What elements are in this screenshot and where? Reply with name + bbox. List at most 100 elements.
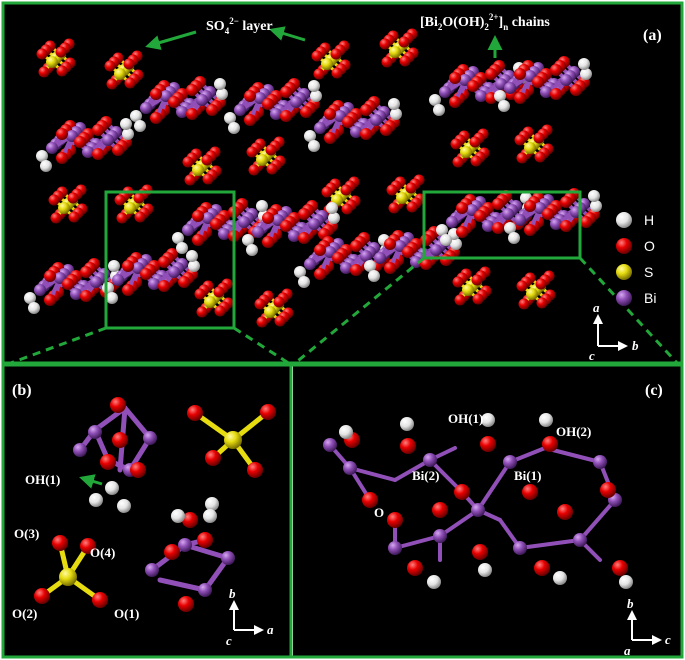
atom-s bbox=[524, 142, 536, 154]
panel-a-background bbox=[2, 2, 683, 363]
atom-o bbox=[44, 294, 56, 306]
atom-o bbox=[280, 220, 292, 232]
atom-h bbox=[205, 497, 219, 511]
atom-bi bbox=[540, 86, 552, 98]
atom-bi bbox=[410, 256, 422, 268]
atom-h bbox=[117, 499, 131, 513]
atom-o bbox=[580, 216, 592, 228]
bond bbox=[518, 538, 582, 550]
atom-o bbox=[450, 138, 462, 150]
atom-o bbox=[150, 112, 162, 124]
atom-o bbox=[80, 290, 92, 302]
legend-label-h: H bbox=[644, 212, 654, 228]
atom-h bbox=[24, 292, 36, 304]
atom-bi bbox=[439, 86, 451, 98]
atom-o bbox=[280, 110, 292, 122]
atom-o bbox=[324, 132, 336, 144]
atom-s bbox=[526, 288, 538, 300]
atom-o bbox=[44, 270, 56, 282]
atom-o bbox=[406, 201, 418, 213]
atom-o bbox=[124, 77, 136, 89]
zoom-connectors bbox=[7, 256, 680, 366]
bond bbox=[157, 577, 208, 593]
svg-text:a: a bbox=[267, 622, 274, 637]
atom-o bbox=[92, 592, 108, 608]
svg-text:c: c bbox=[665, 632, 671, 647]
svg-text:O(4): O(4) bbox=[90, 545, 115, 560]
atom-o bbox=[106, 78, 118, 90]
atom-o bbox=[536, 297, 548, 309]
atom-o bbox=[112, 144, 124, 156]
atom-o bbox=[80, 266, 92, 278]
atom-bi bbox=[314, 122, 326, 134]
atom-bi bbox=[148, 278, 160, 290]
atom-o bbox=[92, 124, 104, 136]
atom-o bbox=[265, 144, 277, 156]
atom-h bbox=[364, 260, 376, 272]
atom-h bbox=[172, 232, 184, 244]
panel-c-background bbox=[293, 365, 683, 658]
atom-h bbox=[134, 120, 146, 132]
atom-o bbox=[298, 208, 310, 220]
atom-bi bbox=[112, 274, 124, 286]
atom-o bbox=[133, 192, 145, 204]
svg-text:O(1): O(1) bbox=[114, 606, 139, 621]
atom-o bbox=[134, 211, 146, 223]
atom-h bbox=[619, 575, 633, 589]
atom-h bbox=[294, 266, 306, 278]
atom-s bbox=[389, 46, 401, 58]
atom-bi bbox=[360, 250, 372, 262]
atom-o bbox=[244, 114, 256, 126]
atom-bi bbox=[593, 455, 607, 469]
atom-o bbox=[300, 106, 312, 118]
atom-o bbox=[100, 454, 116, 470]
atom-bi bbox=[433, 529, 447, 543]
atom-bi bbox=[573, 533, 587, 547]
atom-o bbox=[340, 184, 352, 196]
atom-o bbox=[50, 212, 62, 224]
atom-o bbox=[456, 226, 468, 238]
atom-h bbox=[590, 200, 602, 212]
atom-h bbox=[203, 509, 217, 523]
atom-bi bbox=[198, 583, 212, 597]
atom-bi bbox=[504, 82, 516, 94]
atom-h bbox=[326, 202, 338, 214]
atom-o bbox=[467, 80, 479, 92]
atom-h bbox=[310, 90, 322, 102]
atom-o bbox=[514, 92, 526, 104]
atom-o bbox=[256, 316, 268, 328]
panel-c-atom-labels: OH(1) OH(2) Bi(2) Bi(1) O bbox=[374, 411, 591, 520]
atom-o bbox=[130, 462, 146, 478]
atom-bi bbox=[182, 224, 194, 236]
atom-o bbox=[52, 535, 68, 551]
atom-bi bbox=[70, 288, 82, 300]
atom-s bbox=[124, 202, 136, 214]
atom-bi bbox=[73, 443, 87, 457]
atom-h bbox=[105, 481, 119, 495]
atom-o bbox=[68, 211, 80, 223]
atom-o bbox=[122, 260, 134, 272]
highlight-box-b bbox=[104, 190, 236, 330]
atom-o bbox=[164, 544, 180, 560]
atom-s bbox=[264, 306, 276, 318]
atom-o bbox=[56, 128, 68, 140]
atom-o bbox=[550, 64, 562, 76]
atom-o bbox=[532, 76, 544, 88]
atom-o bbox=[248, 164, 260, 176]
bond bbox=[348, 466, 397, 482]
atom-bi bbox=[471, 503, 485, 517]
atom-bi bbox=[145, 563, 159, 577]
atom-o bbox=[34, 588, 50, 604]
atom-h bbox=[436, 224, 448, 236]
svg-text:a: a bbox=[624, 643, 631, 658]
atom-h bbox=[246, 244, 258, 256]
atom-o bbox=[266, 163, 278, 175]
atom-o bbox=[330, 48, 342, 60]
atom-h bbox=[553, 571, 567, 585]
atom-h bbox=[588, 190, 600, 202]
svg-text:a: a bbox=[593, 300, 600, 315]
atom-o bbox=[454, 294, 466, 306]
atom-s bbox=[462, 284, 474, 296]
atom-h bbox=[440, 234, 452, 246]
atom-o bbox=[92, 148, 104, 160]
